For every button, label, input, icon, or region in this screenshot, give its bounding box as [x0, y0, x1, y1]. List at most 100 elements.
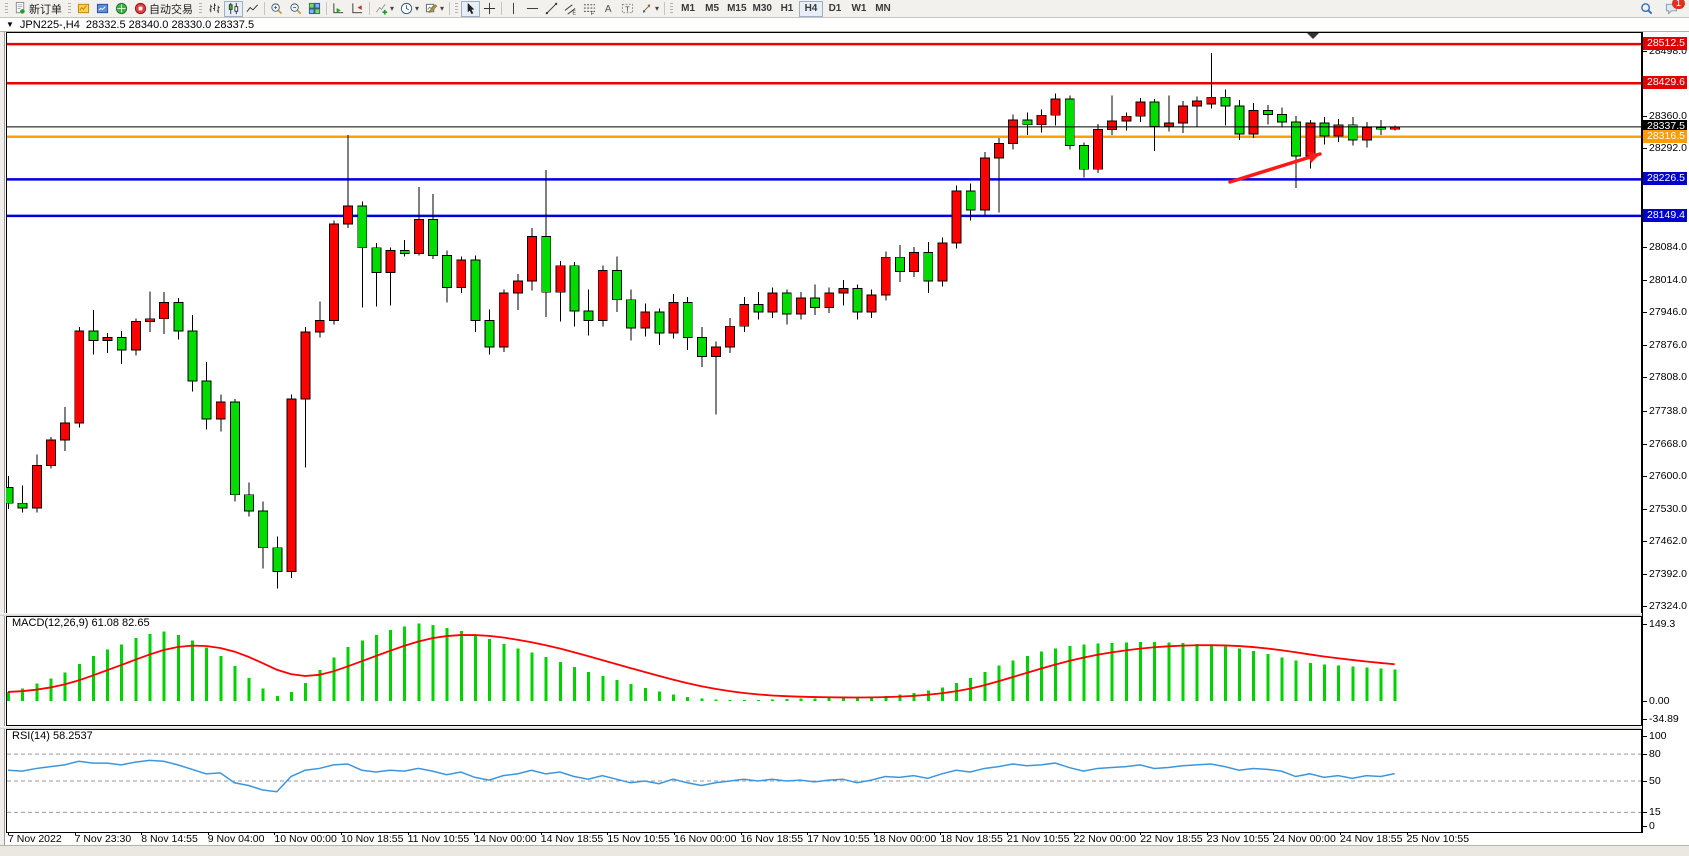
timeframe-button-m5[interactable]: M5	[700, 1, 724, 17]
navigator-icon	[115, 2, 128, 15]
chart-title-bar[interactable]: ▼ JPN225-,H4 28332.5 28340.0 28330.0 283…	[0, 18, 1689, 32]
dropdown-arrow-icon: ▾	[655, 3, 660, 13]
macd-axis-label: 149.3	[1642, 618, 1676, 631]
search-button[interactable]	[1637, 1, 1656, 17]
price-axis[interactable]: 28498.0 28360.0 28292.0 28084.0 28014.0 27946…	[1642, 32, 1689, 845]
equidistant-channel-tool-button[interactable]: E	[561, 1, 580, 17]
rsi-line	[7, 759, 1395, 793]
chart-shift-button[interactable]	[348, 1, 367, 17]
vertical-line-icon	[507, 2, 520, 15]
notifications-button[interactable]: 1	[1662, 0, 1685, 17]
zoom-out-button[interactable]	[286, 1, 305, 17]
toolbar-separator	[449, 2, 451, 15]
bar-chart-button[interactable]	[205, 1, 224, 17]
new-order-button[interactable]: 新订单	[11, 1, 65, 17]
pane-splitter[interactable]	[0, 726, 1689, 729]
rsi-axis-label: 80	[1643, 748, 1661, 761]
periods-icon	[400, 2, 413, 15]
line-chart-button[interactable]	[243, 1, 262, 17]
macd-histogram	[7, 623, 1397, 702]
time-axis-label: 14 Nov 18:55	[540, 832, 604, 845]
indicators-button[interactable]: ▾	[372, 1, 397, 17]
periods-button[interactable]: ▾	[397, 1, 422, 17]
navigator-button[interactable]	[112, 1, 131, 17]
market-watch-button[interactable]	[93, 1, 112, 17]
new-order-icon	[14, 2, 27, 15]
chart-shift-marker	[1307, 33, 1319, 39]
rsi-axis-label: 15	[1643, 806, 1661, 819]
toolbar-grip[interactable]	[455, 2, 459, 15]
rsi-level-lines	[7, 753, 1641, 813]
macd-signal-line	[7, 634, 1395, 699]
time-axis-label: 7 Nov 2022	[8, 832, 62, 845]
rsi-axis-label: 50	[1643, 775, 1661, 787]
toolbar-grip[interactable]	[199, 2, 202, 15]
axis-corner	[1642, 833, 1689, 845]
timeframe-button-h1[interactable]: H1	[775, 1, 799, 17]
toolbar-grip[interactable]	[5, 2, 8, 15]
rsi-label: RSI(14) 58.2537	[12, 730, 93, 742]
timeframe-button-m15[interactable]: M15	[724, 1, 749, 17]
text-label-tool-button[interactable]: T	[618, 1, 637, 17]
tile-windows-button[interactable]	[305, 1, 324, 17]
fibonacci-icon: F	[583, 2, 596, 15]
horizontal-line-tool-button[interactable]	[523, 1, 542, 17]
market-watch-icon	[96, 2, 109, 15]
price-line-badge: 28149.4	[1643, 208, 1687, 222]
price-tick-label: 28292.0	[1643, 142, 1687, 155]
timeframe-button-d1[interactable]: D1	[823, 1, 847, 17]
toolbar-separator	[369, 2, 370, 15]
indicators-icon	[375, 2, 388, 15]
candlestick-chart-icon	[227, 2, 240, 15]
dropdown-arrow-icon: ▾	[390, 3, 395, 13]
pane-splitter[interactable]	[0, 613, 1689, 616]
time-axis-label: 23 Nov 10:55	[1206, 832, 1270, 845]
price-line-badge: 28316.5	[1643, 129, 1687, 143]
cursor-tool-button[interactable]	[461, 0, 481, 17]
dropdown-arrow-icon: ▾	[440, 3, 445, 13]
autotrading-button[interactable]: 自动交易	[131, 1, 196, 17]
timeframe-button-w1[interactable]: W1	[847, 1, 871, 17]
time-axis-label: 15 Nov 10:55	[607, 832, 670, 845]
fibonacci-tool-button[interactable]: F	[580, 1, 599, 17]
time-axis-label: 10 Nov 00:00	[274, 832, 337, 845]
macd-axis-label: -34.89	[1643, 713, 1679, 726]
time-axis-label: 22 Nov 00:00	[1073, 832, 1137, 845]
macd-indicator-pane[interactable]	[6, 616, 1642, 726]
text-label-icon: T	[621, 2, 634, 15]
chart-menu-icon[interactable]: ▼	[6, 19, 14, 29]
crosshair-tool-button[interactable]	[480, 1, 499, 17]
candlestick-series	[6, 52, 1401, 589]
price-tick-label: 28084.0	[1643, 240, 1687, 253]
price-tick-label: 27462.0	[1643, 535, 1687, 548]
window-left-frame	[0, 32, 5, 845]
trendline-tool-button[interactable]	[542, 1, 561, 17]
text-tool-button[interactable]: A	[599, 1, 618, 17]
timeframe-button-m1[interactable]: M1	[676, 1, 700, 17]
arrows-tool-button[interactable]: ▾	[637, 1, 662, 17]
price-tick-label: 27946.0	[1643, 306, 1687, 319]
time-axis[interactable]: 7 Nov 2022 7 Nov 23:30 8 Nov 14:55 9 Nov 04…	[6, 832, 1642, 845]
timeframe-button-m30[interactable]: M30	[750, 1, 775, 17]
chart-window-button[interactable]	[74, 1, 93, 17]
time-axis-label: 25 Nov 10:55	[1406, 832, 1470, 845]
window-bottom-edge	[0, 845, 1689, 856]
toolbar-separator	[664, 2, 666, 15]
toolbar-separator	[326, 2, 327, 15]
time-axis-label: 16 Nov 18:55	[740, 832, 804, 845]
main-price-chart[interactable]	[6, 32, 1642, 614]
auto-scroll-button[interactable]	[329, 1, 348, 17]
auto-scroll-icon	[332, 2, 345, 15]
timeframe-group: M1 M5 M15 M30 H1 H4 D1 W1 MN	[676, 0, 895, 17]
zoom-in-button[interactable]	[267, 1, 286, 17]
timeframe-button-h4[interactable]: H4	[798, 0, 823, 17]
candlestick-chart-button[interactable]	[224, 0, 243, 17]
toolbar-grip[interactable]	[670, 2, 674, 15]
timeframe-button-mn[interactable]: MN	[871, 1, 895, 17]
rsi-indicator-pane[interactable]	[6, 729, 1642, 833]
vertical-line-tool-button[interactable]	[504, 1, 523, 17]
bar-chart-icon	[208, 2, 221, 15]
toolbar-grip[interactable]	[68, 2, 71, 15]
templates-button[interactable]: ▾	[422, 1, 447, 17]
